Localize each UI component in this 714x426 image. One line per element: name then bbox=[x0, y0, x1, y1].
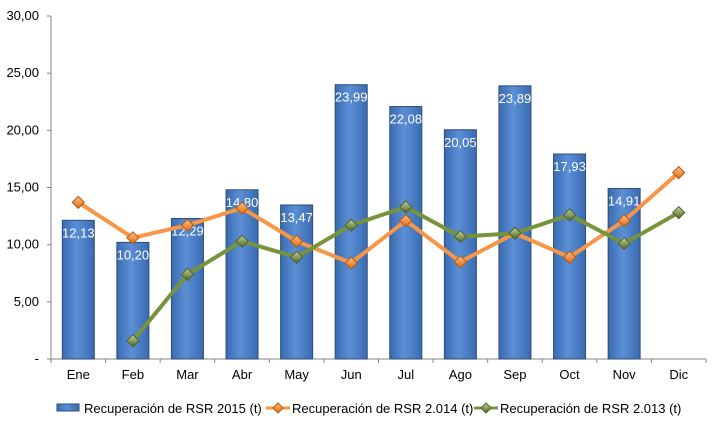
diamond-marker bbox=[180, 218, 195, 232]
bar bbox=[443, 129, 477, 360]
diamond-marker bbox=[399, 213, 413, 228]
legend-swatch-marker bbox=[480, 402, 492, 414]
diamond-marker bbox=[562, 208, 577, 222]
bar bbox=[498, 85, 532, 360]
diamond-marker bbox=[71, 195, 85, 210]
legend-label: Recuperación de RSR 2.013 (t) bbox=[500, 401, 681, 416]
y-tick-label: 20,00 bbox=[6, 122, 39, 137]
bar-data-label: 13,47 bbox=[280, 210, 313, 225]
y-tick-label: - bbox=[35, 351, 39, 366]
diamond-marker bbox=[235, 201, 249, 215]
line-series bbox=[71, 165, 686, 348]
diamond-marker bbox=[289, 250, 304, 264]
bar bbox=[61, 219, 95, 360]
legend-swatch-bar bbox=[56, 403, 80, 412]
legend: Recuperación de RSR 2015 (t) Recuperación… bbox=[56, 401, 681, 416]
y-tick-label: 5,00 bbox=[14, 294, 39, 309]
bar-data-label: 10,20 bbox=[117, 247, 150, 262]
legend-label: Recuperación de RSR 2015 (t) bbox=[84, 401, 262, 416]
y-tick-label: 15,00 bbox=[6, 180, 39, 195]
x-tick-label: Ene bbox=[67, 367, 90, 382]
series-line bbox=[76, 170, 681, 265]
x-tick-label: Nov bbox=[613, 367, 637, 382]
x-tick-label: Jun bbox=[341, 367, 362, 382]
legend-swatch-marker bbox=[272, 402, 284, 414]
bar-data-label: 14,91 bbox=[608, 194, 641, 209]
diamond-marker bbox=[289, 234, 304, 248]
y-tick-label: 30,00 bbox=[6, 8, 39, 23]
bar-data-label: 23,99 bbox=[335, 90, 368, 105]
bar bbox=[225, 189, 259, 360]
x-tick-label: Feb bbox=[122, 367, 144, 382]
legend-label: Recuperación de RSR 2.014 (t) bbox=[292, 401, 473, 416]
x-tick-label: Sep bbox=[503, 367, 526, 382]
x-tick-label: Abr bbox=[232, 367, 253, 382]
bar bbox=[389, 106, 423, 360]
x-tick-label: Jul bbox=[397, 367, 414, 382]
diamond-marker bbox=[617, 213, 631, 228]
bar-data-label: 17,93 bbox=[553, 159, 586, 174]
axes: - 5,00 10,00 15,00 20,00 25,00 30,00 Ene Feb Mar A… bbox=[6, 8, 707, 382]
diamond-marker bbox=[180, 267, 195, 282]
diamond-marker bbox=[617, 236, 631, 251]
diamond-marker bbox=[562, 250, 577, 264]
diamond-marker bbox=[126, 231, 140, 245]
bar-data-label: 23,89 bbox=[499, 91, 532, 106]
bar-data-label: 20,05 bbox=[444, 135, 477, 150]
x-tick-label: Dic bbox=[669, 367, 688, 382]
x-tick-label: Mar bbox=[176, 367, 199, 382]
diamond-marker bbox=[508, 226, 522, 240]
diamond-marker bbox=[235, 234, 249, 248]
x-tick-label: Ago bbox=[449, 367, 472, 382]
diamond-marker bbox=[672, 165, 686, 180]
diamond-marker bbox=[344, 256, 358, 270]
y-tick-label: 10,00 bbox=[6, 237, 39, 252]
diamond-marker bbox=[672, 205, 686, 220]
bar-data-label: 22,08 bbox=[390, 112, 423, 127]
y-tick-label: 25,00 bbox=[6, 65, 39, 80]
diamond-marker bbox=[453, 229, 468, 244]
bar bbox=[280, 204, 314, 360]
bar-data-label: 12,13 bbox=[62, 225, 95, 240]
diamond-marker bbox=[344, 218, 358, 232]
x-tick-label: Oct bbox=[559, 367, 580, 382]
diamond-marker bbox=[399, 200, 413, 214]
diamond-marker bbox=[126, 333, 140, 348]
diamond-marker bbox=[453, 255, 468, 269]
bar bbox=[553, 153, 587, 360]
x-tick-label: May bbox=[284, 367, 309, 382]
